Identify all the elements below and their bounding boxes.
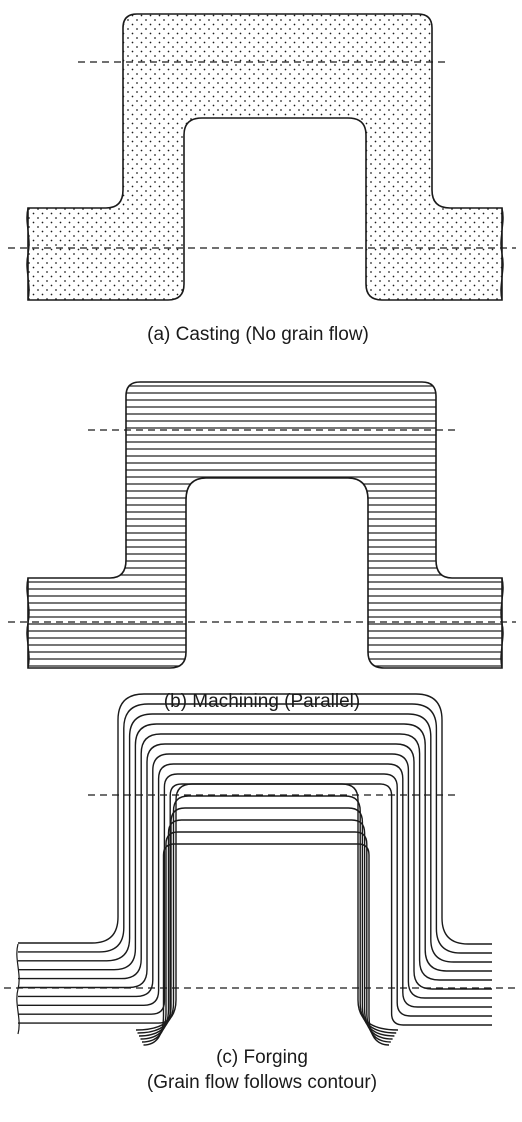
forging-outer-grain-line	[18, 733, 492, 981]
forging-inner-grain-line	[137, 795, 397, 1034]
forging-outer-grain-line	[18, 693, 492, 945]
casting-left-break	[26, 207, 30, 301]
forging-outer-grain-line	[18, 723, 492, 972]
forging-outer-grain-line	[18, 713, 492, 963]
forging-inner-grain-line	[138, 807, 395, 1037]
casting-part	[27, 13, 503, 301]
forging-inner-grain-line	[140, 819, 393, 1040]
forging-outer-grain-line	[18, 703, 492, 954]
forging-inner-grain-line	[141, 831, 391, 1043]
forging-outer-grain-line	[18, 763, 492, 1008]
machining-right-break	[500, 577, 504, 669]
caption-forging-line-2: (Grain flow follows contour)	[147, 1072, 377, 1093]
machining-left-break	[26, 577, 30, 669]
panel-forging: (c) Forging (Grain flow follows contour)	[4, 693, 516, 1093]
forging-grain-lines	[18, 693, 492, 1046]
caption-casting: (a) Casting (No grain flow)	[147, 324, 369, 345]
machining-part	[27, 381, 503, 669]
caption-forging-line-1: (c) Forging	[216, 1047, 308, 1068]
casting-right-break	[500, 207, 504, 301]
forging-outer-grain-line	[18, 743, 492, 990]
forging-outer-grain-line	[18, 773, 492, 1017]
forging-left-break	[16, 943, 20, 1035]
panel-casting: (a) Casting (No grain flow)	[8, 13, 516, 345]
panel-machining: (b) Machining (Parallel)	[8, 381, 516, 712]
forging-inner-grain-line	[143, 843, 390, 1046]
forging-inner-grain-line	[135, 783, 399, 1031]
caption-machining: (b) Machining (Parallel)	[164, 691, 360, 712]
